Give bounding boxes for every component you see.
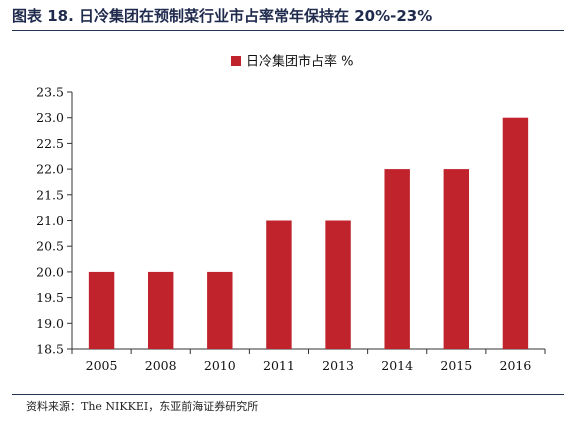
y-tick-label: 18.5 xyxy=(36,342,64,357)
x-tick-label: 2014 xyxy=(381,358,413,373)
bar-2011 xyxy=(266,220,292,349)
bar-2005 xyxy=(88,271,115,349)
legend: 日冷集团市占率 % xyxy=(231,54,354,70)
x-tick-label: 2016 xyxy=(500,358,532,373)
figure-title: 图表 18. 日冷集团在预制菜行业市占率常年保持在 20%-23% xyxy=(12,7,433,25)
x-tick-label: 2005 xyxy=(86,358,118,373)
y-tick-label: 21.0 xyxy=(36,213,64,228)
y-tick-label: 23.5 xyxy=(36,85,64,100)
y-tick-label: 20.0 xyxy=(36,264,64,279)
bar-chart: 日冷集团市占率 % 18.5 19.0 19.5 20.0 20.5 21.0 21.5 22… xyxy=(36,54,546,373)
x-tick-label: 2008 xyxy=(145,358,177,373)
y-tick-label: 22.5 xyxy=(36,136,64,151)
bar-2014 xyxy=(384,169,410,349)
y-axis: 18.5 19.0 19.5 20.0 20.5 21.0 21.5 22.0 22.5 23.0… xyxy=(36,85,73,357)
x-tick-label: 2011 xyxy=(263,358,295,373)
y-tick-label: 19.5 xyxy=(36,290,64,305)
bar-2016 xyxy=(502,117,529,349)
x-tick-label: 2015 xyxy=(440,358,472,373)
bar-2010 xyxy=(207,271,233,349)
legend-label: 日冷集团市占率 % xyxy=(246,54,354,70)
legend-swatch xyxy=(231,56,241,66)
x-axis: 2005 2008 2010 2011 2013 2014 2015 2016 xyxy=(71,348,546,373)
bar-2015 xyxy=(443,169,470,349)
source-note: 资料来源：The NIKKEI，东亚前海证券研究所 xyxy=(26,400,259,413)
x-tick-label: 2013 xyxy=(322,358,354,373)
footer-rule xyxy=(12,394,564,395)
bars xyxy=(88,117,529,349)
y-tick-label: 19.0 xyxy=(36,316,64,331)
y-tick-label: 23.0 xyxy=(36,110,64,125)
y-tick-label: 20.5 xyxy=(36,239,64,254)
title-rule xyxy=(12,30,564,31)
bar-2008 xyxy=(147,271,174,349)
y-tick-label: 22.0 xyxy=(36,162,64,177)
x-tick-label: 2010 xyxy=(204,358,236,373)
bar-2013 xyxy=(325,220,351,349)
y-tick-label: 21.5 xyxy=(36,187,64,202)
